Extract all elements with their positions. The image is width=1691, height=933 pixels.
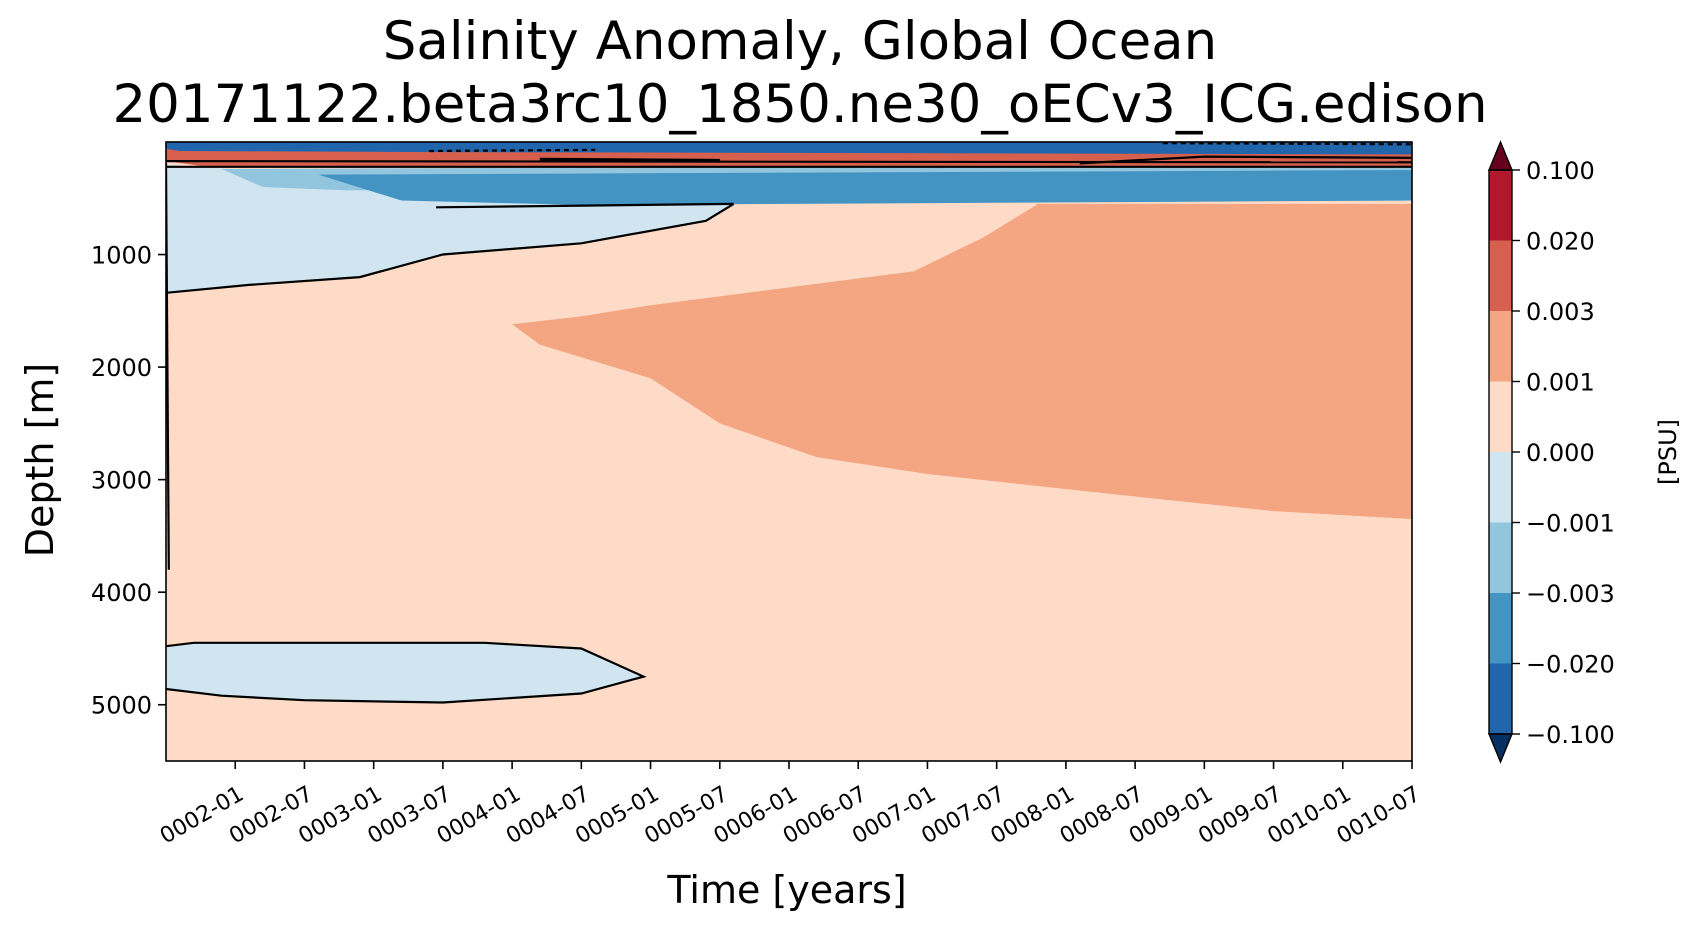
chart-title: Salinity Anomaly, Global Ocean	[382, 11, 1218, 72]
colorbar-tick-label: 0.000	[1526, 439, 1595, 467]
colorbar-segment	[1489, 170, 1512, 241]
colorbar-segment	[1489, 522, 1512, 593]
medium-blue-band	[318, 170, 1412, 205]
colorbar-segment	[1489, 240, 1512, 311]
y-tick-label: 3000	[91, 467, 152, 495]
colorbar-tick-label: 0.003	[1526, 298, 1595, 326]
contour-line	[166, 160, 1412, 164]
contour-line	[166, 202, 735, 294]
colorbar-extend-low	[1487, 733, 1514, 764]
contour-line	[539, 157, 720, 163]
colorbar-extend-high	[1487, 140, 1514, 171]
colorbar-segment	[1489, 381, 1512, 452]
colorbar-segment	[1489, 311, 1512, 382]
y-tick-label: 4000	[91, 579, 152, 607]
colorbar-tick-label: 0.100	[1526, 157, 1595, 185]
plot-area	[166, 142, 1412, 761]
x-axis-label: Time [years]	[667, 868, 907, 912]
colorbar-segment	[1489, 452, 1512, 523]
contour-line	[428, 148, 596, 153]
colorbar-tick-label: −0.003	[1526, 580, 1615, 608]
contour-line	[435, 202, 734, 209]
y-tick-label: 5000	[91, 692, 152, 720]
colorbar-segment	[1489, 663, 1512, 734]
y-tick-label: 1000	[91, 242, 152, 270]
deep-negative-lens	[166, 642, 644, 703]
contour-line	[1079, 155, 1412, 165]
colorbar-tick-label: −0.001	[1526, 510, 1615, 538]
contour-line	[166, 641, 647, 704]
colorbar-tick-label: 0.001	[1526, 369, 1595, 397]
y-tick-label: 2000	[91, 354, 152, 382]
chart-subtitle: 20171122.beta3rc10_1850.ne30_oECv3_ICG.e…	[112, 74, 1488, 135]
positive-anomaly-region	[512, 203, 1412, 519]
colorbar-tick-label: −0.100	[1526, 721, 1615, 749]
contour-line	[1162, 142, 1412, 146]
colorbar-segment	[1489, 593, 1512, 664]
colorbar-tick-label: −0.020	[1526, 651, 1615, 679]
colorbar-tick-label: 0.020	[1526, 228, 1595, 256]
